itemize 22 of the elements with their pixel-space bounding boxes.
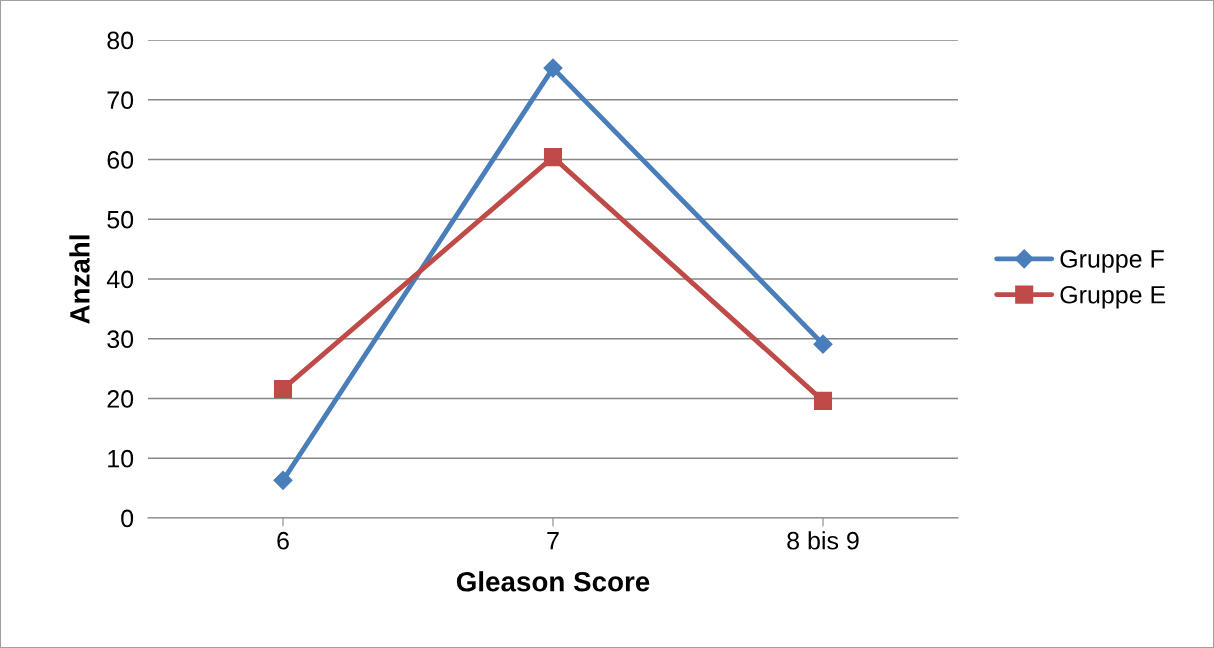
x-axis-title: Gleason Score (456, 571, 650, 592)
point (273, 470, 293, 490)
y-tick-label: 50 (107, 210, 134, 229)
y-tick-label: 20 (107, 390, 134, 408)
y-tick-label: 10 (108, 449, 134, 468)
point (543, 148, 563, 167)
y-tick-label: 40 (106, 270, 134, 289)
x-tick-label: 6 (277, 531, 289, 550)
y-axis-title: Anzahl (69, 235, 90, 324)
legend-label: Gruppe E (1060, 285, 1166, 309)
y-tick-label: 70 (107, 91, 134, 110)
point (543, 58, 563, 78)
y-tick-label: 0 (121, 509, 134, 528)
point (813, 391, 833, 410)
x-tick-label: 7 (547, 532, 559, 550)
point (813, 334, 833, 354)
y-tick-label: 60 (107, 151, 134, 169)
y-tick-label: 80 (107, 31, 134, 50)
point (273, 379, 293, 398)
x-tick-label: 8 bis 9 (787, 531, 859, 550)
legend-label: Gruppe F (1060, 250, 1164, 273)
y-tick-label: 30 (107, 330, 134, 349)
